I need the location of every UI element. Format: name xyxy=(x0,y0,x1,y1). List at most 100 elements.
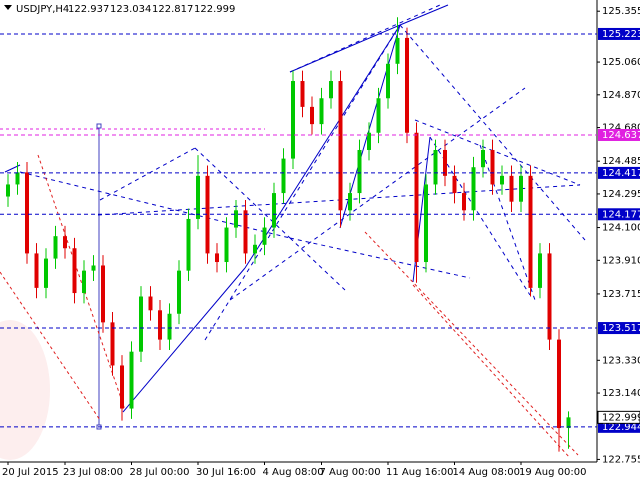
handle xyxy=(96,123,102,129)
x-tick-label: 7 Aug 00:00 xyxy=(320,467,381,478)
candle-body xyxy=(424,184,428,263)
open-price: 122.937 xyxy=(68,4,109,15)
dashed-line xyxy=(19,171,291,239)
candle-body xyxy=(167,313,172,340)
price-box xyxy=(597,410,640,424)
candle-body xyxy=(15,172,20,185)
candle-body xyxy=(129,351,134,409)
candle-body xyxy=(300,81,305,107)
close-price: 122.999 xyxy=(194,4,235,15)
candle-body xyxy=(452,175,457,194)
candle-body xyxy=(357,149,362,194)
candle-body xyxy=(500,175,504,185)
level-box xyxy=(598,322,640,335)
x-tick-label: 28 Jul 00:00 xyxy=(130,467,190,478)
shade xyxy=(0,320,50,460)
candle-body xyxy=(405,37,409,133)
dashed-line xyxy=(289,4,441,73)
candle-body xyxy=(215,253,219,263)
dashed-line xyxy=(194,147,291,239)
dashed-line xyxy=(429,136,531,296)
level-label: 124.177 xyxy=(602,209,640,220)
candles xyxy=(6,17,571,452)
candle-body xyxy=(53,236,58,259)
x-tick-label: 14 Aug 08:00 xyxy=(453,467,520,478)
current-price: 122.999 xyxy=(602,412,640,423)
candle-body xyxy=(148,296,153,311)
candle-body xyxy=(367,132,371,150)
x-tick-label: 19 Aug 00:00 xyxy=(519,467,586,478)
level-box xyxy=(598,128,640,141)
level-box xyxy=(598,166,640,179)
candle-body xyxy=(6,184,10,197)
dashed-line xyxy=(479,144,536,301)
channel-line xyxy=(37,154,126,411)
candle-body xyxy=(547,253,552,340)
x-tick-label: 11 Aug 16:00 xyxy=(386,467,453,478)
x-tick-label: 20 Jul 2015 xyxy=(2,467,59,478)
y-tick-label: 124.870 xyxy=(602,90,640,101)
candle-body xyxy=(110,322,115,366)
candle-body xyxy=(205,175,210,254)
y-tick-label: 124.485 xyxy=(602,156,640,167)
dashed-line xyxy=(99,147,196,201)
level-label: 122.944 xyxy=(602,422,640,433)
candle-body xyxy=(177,270,181,314)
y-tick-label: 123.330 xyxy=(602,355,640,366)
candle-body xyxy=(414,132,419,263)
trendline xyxy=(122,267,246,413)
candle-body xyxy=(91,265,96,271)
y-tick-label: 124.680 xyxy=(602,123,640,134)
menu-arrow[interactable] xyxy=(4,5,12,10)
candle-body xyxy=(63,236,67,249)
y-tick-label: 124.295 xyxy=(602,189,640,200)
candle-body xyxy=(329,81,333,99)
candle-body xyxy=(25,172,29,254)
low-price: 122.817 xyxy=(152,4,193,15)
candle-body xyxy=(557,339,561,429)
candle-body xyxy=(120,365,124,409)
candle-body xyxy=(186,218,191,271)
y-tick-label: 125.355 xyxy=(602,6,640,17)
y-tick-label: 125.060 xyxy=(602,57,640,68)
candle-body xyxy=(262,227,267,245)
candle-body xyxy=(139,296,143,352)
candle-body xyxy=(509,175,514,202)
candle-body xyxy=(196,175,200,219)
candle-body xyxy=(395,37,400,64)
y-tick-label: 124.100 xyxy=(602,223,640,234)
dashed-line xyxy=(289,237,471,279)
x-tick-label: 23 Jul 08:00 xyxy=(63,467,123,478)
level-label: 124.637 xyxy=(602,130,640,141)
candle-body xyxy=(272,193,276,228)
candle-body xyxy=(462,193,466,211)
candle-body xyxy=(566,417,571,429)
candle-body xyxy=(490,149,495,185)
trendline xyxy=(244,24,401,269)
candle-body xyxy=(443,149,447,176)
candle-body xyxy=(348,193,352,211)
candle-body xyxy=(34,253,39,288)
level-label: 125.223 xyxy=(602,29,640,40)
candle-body xyxy=(234,210,238,228)
x-tick-label: 4 Aug 08:00 xyxy=(263,467,324,478)
candle-body xyxy=(319,98,324,125)
high-price: 123.034 xyxy=(110,4,151,15)
x-tick-label: 30 Jul 16:00 xyxy=(196,467,256,478)
dashed-line xyxy=(414,119,581,186)
candle-body xyxy=(281,158,286,194)
channel-line xyxy=(412,284,571,459)
candle-body xyxy=(224,227,229,263)
candle-body xyxy=(338,81,343,211)
candle-body xyxy=(528,175,533,288)
y-tick-label: 123.910 xyxy=(602,255,640,266)
candle-body xyxy=(158,310,162,340)
candle-body xyxy=(72,248,77,294)
dashed-line xyxy=(204,24,401,341)
candle-body xyxy=(82,270,86,294)
level-label: 124.417 xyxy=(602,168,640,179)
candle-body xyxy=(519,175,523,202)
candle-body xyxy=(291,81,295,159)
